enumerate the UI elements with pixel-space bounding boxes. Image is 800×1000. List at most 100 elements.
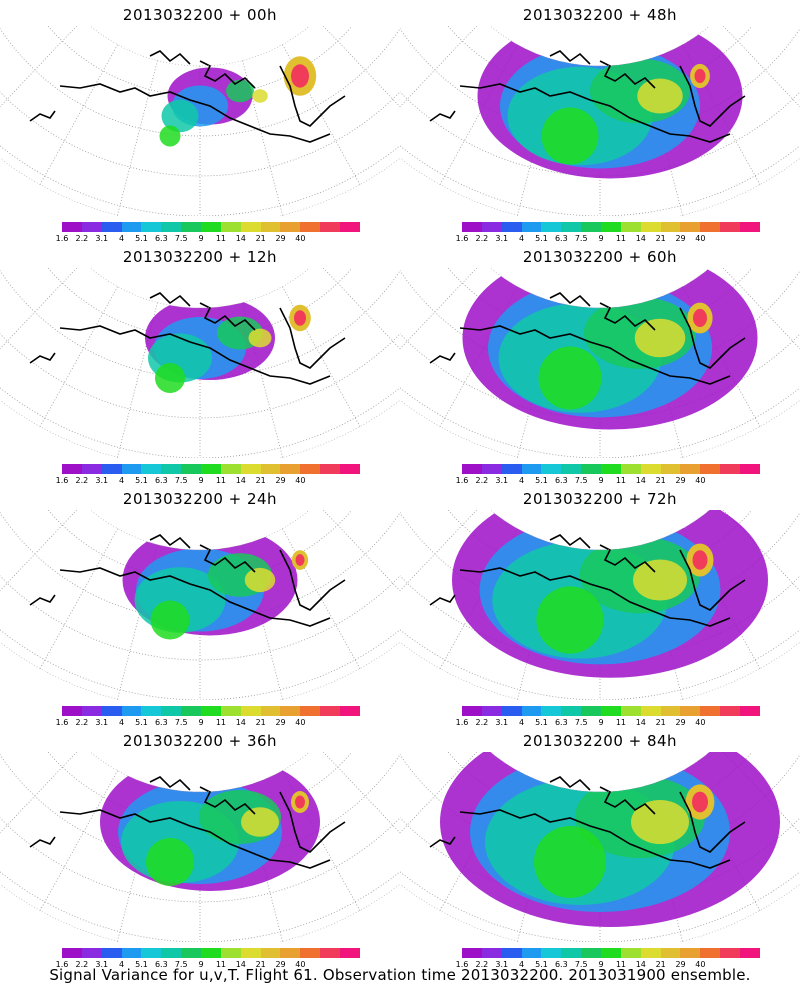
colorbar-swatch bbox=[541, 706, 562, 716]
colorbar-tick-label: 14 bbox=[235, 718, 246, 727]
colorbar-swatch bbox=[581, 948, 602, 958]
colorbar-swatch bbox=[561, 948, 582, 958]
colorbar-tick-label: 2.2 bbox=[475, 718, 489, 727]
colorbar-tick-label: 14 bbox=[635, 476, 646, 485]
colorbar-swatch bbox=[300, 706, 321, 716]
colorbar-swatch bbox=[81, 948, 102, 958]
colorbar-swatch bbox=[141, 222, 162, 232]
map-panel: 2013032200 + 36h 1.6 2.2 3.1 4 5.1 6.3 7.5 9 11 14… bbox=[0, 726, 400, 969]
colorbar-swatch bbox=[660, 464, 681, 474]
colorbar-tick-label: 14 bbox=[635, 960, 646, 969]
colorbar-swatch bbox=[541, 464, 562, 474]
variance-field bbox=[145, 296, 311, 393]
colorbar-swatch bbox=[240, 948, 261, 958]
colorbar-swatch bbox=[680, 222, 701, 232]
colorbar-swatch bbox=[300, 948, 321, 958]
colorbar-tick-label: 3.1 bbox=[95, 234, 109, 243]
colorbar-swatch bbox=[220, 222, 241, 232]
colorbar-swatch bbox=[340, 464, 360, 474]
colorbar-swatch bbox=[501, 464, 522, 474]
colorbar-swatch bbox=[700, 464, 721, 474]
colorbar-tick-label: 40 bbox=[695, 476, 706, 485]
colorbar-swatch bbox=[220, 948, 241, 958]
colorbar-swatch bbox=[680, 464, 701, 474]
colorbar-tick-label: 6.3 bbox=[554, 718, 568, 727]
panel-title: 2013032200 + 00h bbox=[122, 6, 278, 24]
panel-title: 2013032200 + 48h bbox=[522, 6, 678, 24]
colorbar-tick-label: 7.5 bbox=[174, 234, 188, 243]
colorbar-tick-label: 3.1 bbox=[95, 718, 109, 727]
colorbar-swatch bbox=[680, 948, 701, 958]
colorbar-tick-label: 7.5 bbox=[574, 234, 588, 243]
colorbar-swatch bbox=[501, 706, 522, 716]
colorbar bbox=[62, 706, 360, 716]
colorbar-swatch bbox=[481, 464, 502, 474]
variance-field bbox=[122, 524, 309, 640]
colorbar-swatch bbox=[581, 464, 602, 474]
colorbar bbox=[462, 948, 760, 958]
colorbar-swatch bbox=[320, 464, 341, 474]
colorbar-swatch bbox=[320, 706, 341, 716]
colorbar-swatch bbox=[101, 464, 122, 474]
colorbar-tick-label: 21 bbox=[255, 476, 266, 485]
colorbar-swatch bbox=[700, 948, 721, 958]
coastline bbox=[429, 50, 746, 143]
colorbar-tick-label: 2.2 bbox=[75, 960, 89, 969]
colorbar-swatch bbox=[640, 948, 661, 958]
map-plot bbox=[400, 752, 800, 942]
colorbar-swatch bbox=[340, 222, 360, 232]
colorbar-swatch bbox=[201, 464, 221, 474]
colorbar-swatch bbox=[620, 464, 641, 474]
colorbar-swatch bbox=[640, 706, 661, 716]
colorbar-labels: 1.6 2.2 3.1 4 5.1 6.3 7.5 9 11 14 21 29 40 bbox=[456, 476, 760, 486]
colorbar-tick-label: 3.1 bbox=[495, 234, 509, 243]
colorbar-swatch bbox=[121, 706, 142, 716]
colorbar-tick-label: 4 bbox=[519, 476, 525, 485]
colorbar-swatch bbox=[700, 706, 721, 716]
coastline bbox=[429, 776, 746, 869]
colorbar-swatch bbox=[462, 464, 482, 474]
colorbar-tick-label: 3.1 bbox=[95, 960, 109, 969]
colorbar-swatch bbox=[220, 706, 241, 716]
colorbar-tick-label: 1.6 bbox=[455, 476, 469, 485]
colorbar bbox=[62, 464, 360, 474]
colorbar-swatch bbox=[561, 222, 582, 232]
colorbar-swatch bbox=[181, 222, 202, 232]
colorbar-tick-label: 9 bbox=[598, 476, 604, 485]
panel-title: 2013032200 + 84h bbox=[522, 732, 678, 750]
colorbar-swatch bbox=[280, 464, 301, 474]
colorbar-swatch bbox=[601, 948, 621, 958]
colorbar-swatch bbox=[720, 948, 741, 958]
colorbar-swatch bbox=[340, 706, 360, 716]
colorbar-swatch bbox=[81, 464, 102, 474]
colorbar-tick-label: 2.2 bbox=[75, 718, 89, 727]
colorbar-tick-label: 3.1 bbox=[495, 718, 509, 727]
colorbar-swatch bbox=[541, 948, 562, 958]
colorbar-swatch bbox=[340, 948, 360, 958]
colorbar-tick-label: 5.1 bbox=[535, 476, 548, 485]
colorbar-tick-label: 4 bbox=[119, 960, 125, 969]
colorbar-swatch bbox=[181, 706, 202, 716]
colorbar-tick-label: 21 bbox=[255, 718, 266, 727]
colorbar-swatch bbox=[601, 222, 621, 232]
colorbar-tick-label: 1.6 bbox=[55, 234, 69, 243]
map-plot bbox=[0, 26, 400, 216]
colorbar-tick-label: 3.1 bbox=[95, 476, 109, 485]
map-panel: 2013032200 + 48h 1.6 2.2 3.1 4 5.1 6.3 7.5 9 11 14… bbox=[400, 0, 800, 243]
colorbar-tick-label: 5.1 bbox=[535, 960, 548, 969]
colorbar-tick-label: 9 bbox=[198, 234, 204, 243]
colorbar-swatch bbox=[101, 706, 122, 716]
colorbar-tick-label: 3.1 bbox=[495, 476, 509, 485]
colorbar-tick-label: 21 bbox=[655, 234, 666, 243]
coastline bbox=[429, 534, 746, 627]
colorbar-swatch bbox=[462, 222, 482, 232]
map-plot bbox=[400, 510, 800, 700]
colorbar-swatch bbox=[581, 222, 602, 232]
colorbar-swatch bbox=[62, 222, 82, 232]
colorbar-swatch bbox=[720, 706, 741, 716]
colorbar-tick-label: 2.2 bbox=[475, 234, 489, 243]
colorbar-tick-label: 14 bbox=[235, 234, 246, 243]
colorbar-swatch bbox=[161, 948, 182, 958]
colorbar-tick-label: 11 bbox=[215, 476, 227, 485]
coastline bbox=[429, 292, 746, 385]
